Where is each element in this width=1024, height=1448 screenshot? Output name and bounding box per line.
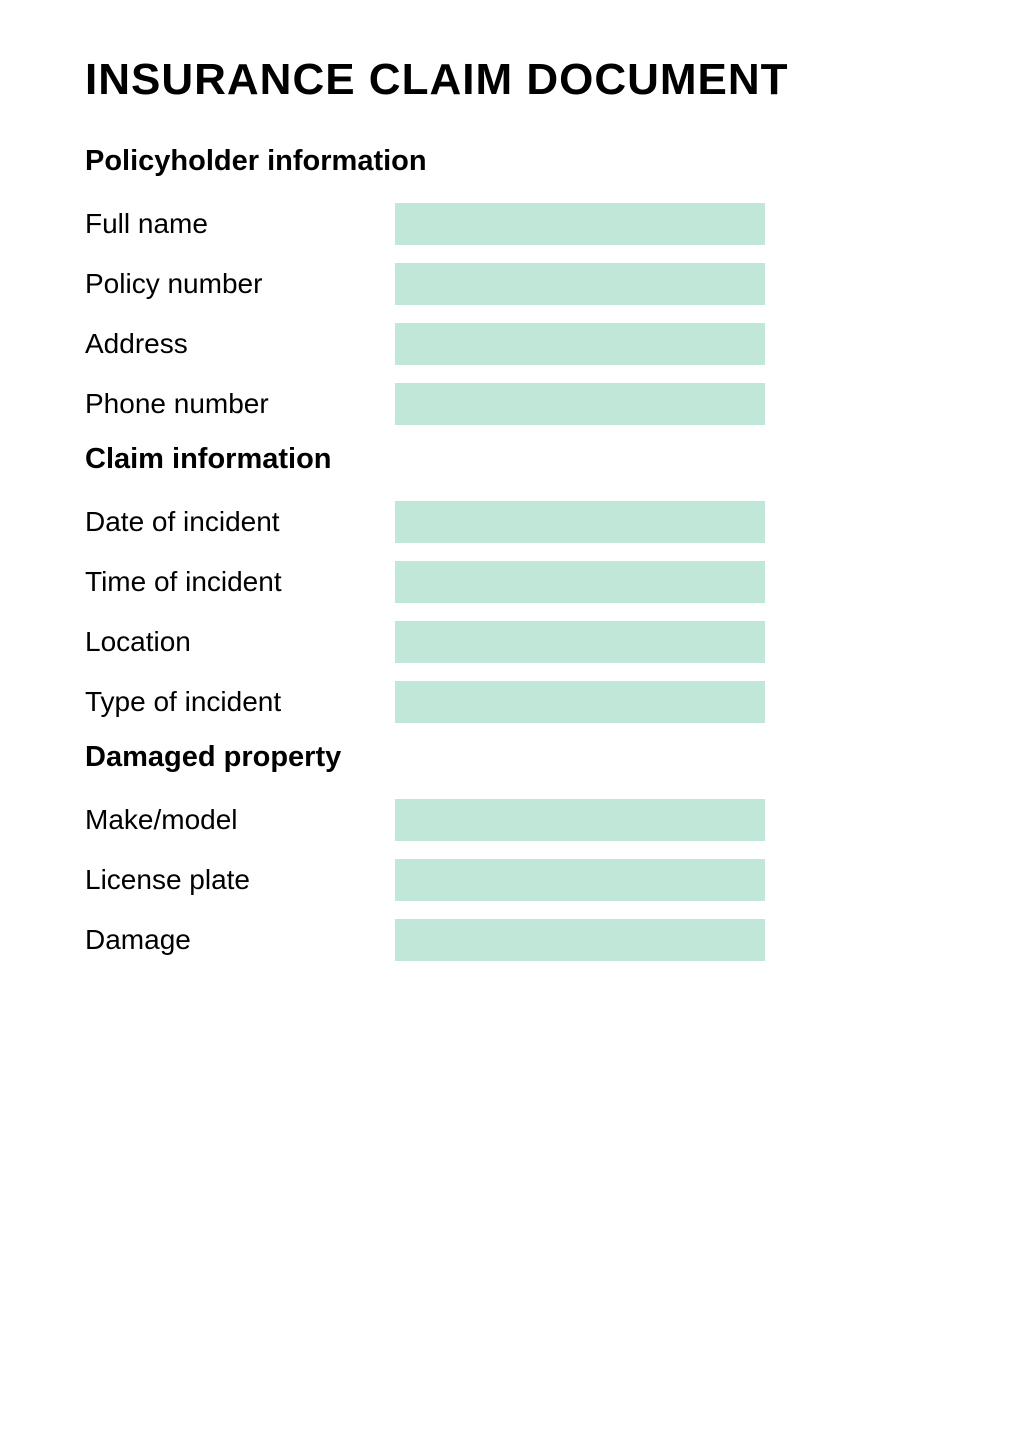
section-header-damaged-property: Damaged property (85, 741, 939, 774)
form-row: Date of incident (85, 501, 939, 543)
section-header-claim: Claim information (85, 443, 939, 476)
form-row: Type of incident (85, 681, 939, 723)
input-address[interactable] (395, 323, 765, 365)
section-policyholder: Policyholder information Full name Polic… (85, 145, 939, 425)
input-damage[interactable] (395, 919, 765, 961)
label-date-of-incident: Date of incident (85, 506, 395, 538)
label-phone-number: Phone number (85, 388, 395, 420)
label-time-of-incident: Time of incident (85, 566, 395, 598)
label-license-plate: License plate (85, 864, 395, 896)
form-row: Phone number (85, 383, 939, 425)
input-make-model[interactable] (395, 799, 765, 841)
section-header-policyholder: Policyholder information (85, 145, 939, 178)
section-damaged-property: Damaged property Make/model License plat… (85, 741, 939, 961)
page-title: INSURANCE CLAIM DOCUMENT (85, 55, 939, 105)
form-row: Make/model (85, 799, 939, 841)
input-full-name[interactable] (395, 203, 765, 245)
input-license-plate[interactable] (395, 859, 765, 901)
form-row: Damage (85, 919, 939, 961)
form-row: Location (85, 621, 939, 663)
form-row: Address (85, 323, 939, 365)
input-location[interactable] (395, 621, 765, 663)
label-address: Address (85, 328, 395, 360)
section-claim: Claim information Date of incident Time … (85, 443, 939, 723)
label-location: Location (85, 626, 395, 658)
input-time-of-incident[interactable] (395, 561, 765, 603)
input-phone-number[interactable] (395, 383, 765, 425)
form-row: Policy number (85, 263, 939, 305)
input-type-of-incident[interactable] (395, 681, 765, 723)
form-row: Time of incident (85, 561, 939, 603)
input-policy-number[interactable] (395, 263, 765, 305)
form-row: Full name (85, 203, 939, 245)
form-row: License plate (85, 859, 939, 901)
label-type-of-incident: Type of incident (85, 686, 395, 718)
label-make-model: Make/model (85, 804, 395, 836)
label-full-name: Full name (85, 208, 395, 240)
input-date-of-incident[interactable] (395, 501, 765, 543)
label-policy-number: Policy number (85, 268, 395, 300)
label-damage: Damage (85, 924, 395, 956)
